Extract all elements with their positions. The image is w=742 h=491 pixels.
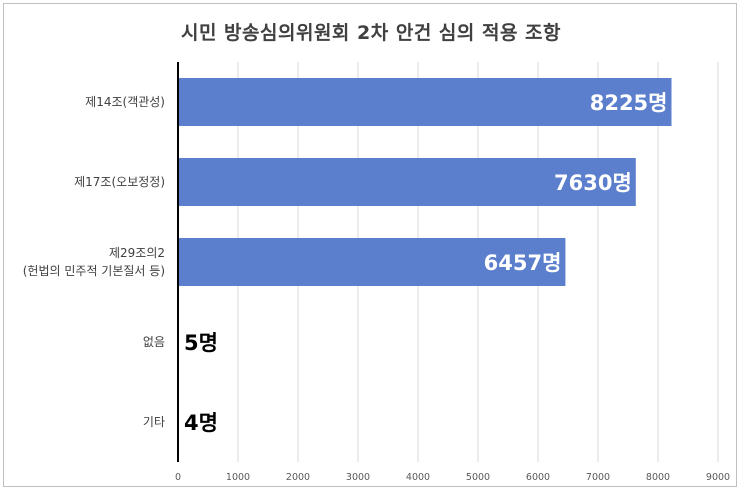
x-tick-label: 6000 <box>526 472 550 483</box>
category-label: 기타 <box>143 415 165 429</box>
chart-title: 시민 방송심의위원회 2차 안건 심의 적용 조항 <box>180 22 562 44</box>
category-label: 제14조(객관성) <box>85 95 165 109</box>
data-label: 8225명 <box>590 91 668 115</box>
x-tick-label: 1000 <box>226 472 250 483</box>
data-label: 7630명 <box>554 171 632 195</box>
category-label: 제17조(오보정정) <box>74 175 165 189</box>
category-label: 제29조의2 <box>109 246 165 260</box>
data-label: 5명 <box>184 331 218 355</box>
x-tick-label: 4000 <box>406 472 430 483</box>
bar <box>178 158 636 206</box>
data-label: 4명 <box>184 411 218 435</box>
category-label: 없음 <box>143 335 165 349</box>
x-tick-label: 3000 <box>346 472 370 483</box>
x-tick-label: 7000 <box>586 472 610 483</box>
bar <box>178 238 566 286</box>
bar <box>178 78 672 126</box>
x-tick-label: 2000 <box>286 472 310 483</box>
data-label: 6457명 <box>484 251 562 275</box>
x-tick-label: 0 <box>175 472 181 483</box>
x-tick-label: 8000 <box>646 472 670 483</box>
category-label: (헌법의 민주적 기본질서 등) <box>23 264 165 278</box>
x-tick-label: 5000 <box>466 472 490 483</box>
x-tick-label: 9000 <box>706 472 730 483</box>
